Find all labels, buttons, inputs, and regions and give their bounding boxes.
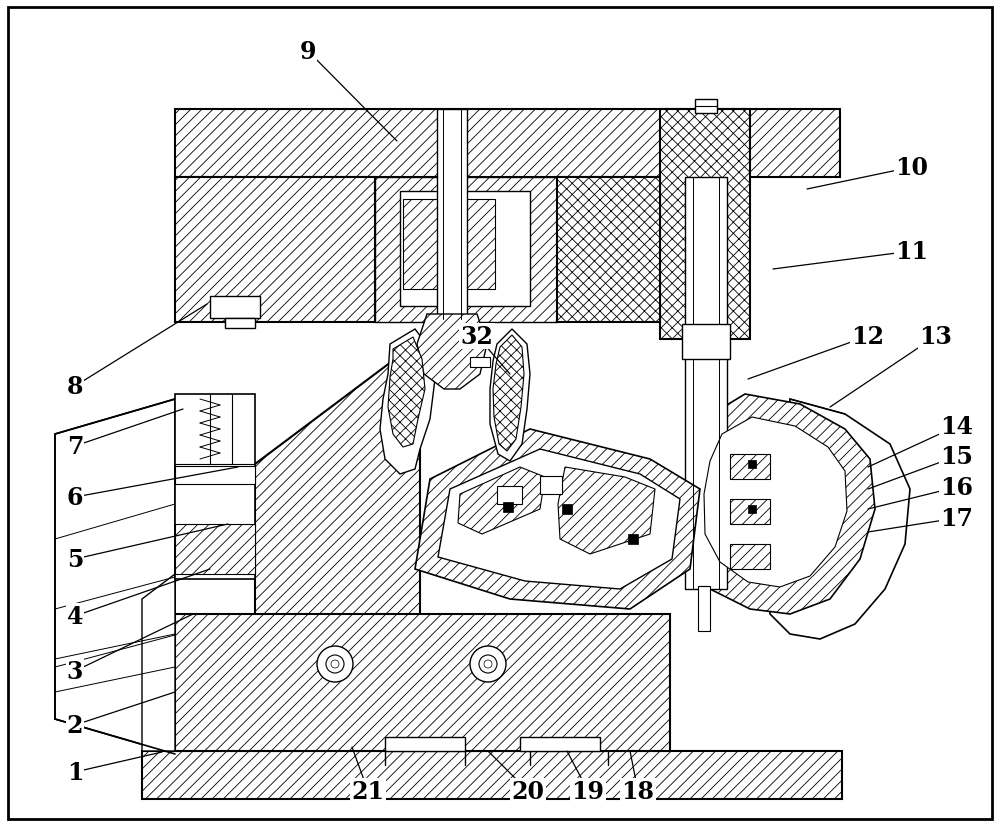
Bar xyxy=(503,502,513,513)
Polygon shape xyxy=(55,574,175,751)
Bar xyxy=(520,737,600,751)
Polygon shape xyxy=(55,399,175,754)
Bar xyxy=(730,544,770,569)
Text: 8: 8 xyxy=(67,375,83,399)
Circle shape xyxy=(479,655,497,673)
Text: 7: 7 xyxy=(67,434,83,458)
Text: 32: 32 xyxy=(461,325,493,348)
Polygon shape xyxy=(458,467,545,534)
Circle shape xyxy=(470,646,506,682)
Bar xyxy=(682,325,730,360)
Bar xyxy=(225,318,255,328)
Bar xyxy=(695,100,717,114)
Bar xyxy=(175,614,670,751)
Polygon shape xyxy=(704,418,847,587)
Text: 4: 4 xyxy=(67,605,83,629)
Polygon shape xyxy=(175,394,255,579)
Bar xyxy=(453,200,495,289)
Bar xyxy=(698,586,710,631)
Polygon shape xyxy=(415,429,700,609)
Bar xyxy=(142,751,842,799)
Text: 3: 3 xyxy=(67,659,83,683)
Polygon shape xyxy=(255,360,420,751)
Text: 2: 2 xyxy=(67,713,83,737)
Text: 21: 21 xyxy=(352,779,385,803)
Text: 1: 1 xyxy=(67,760,83,784)
Bar xyxy=(730,500,770,524)
Bar xyxy=(730,455,770,480)
Bar xyxy=(628,534,638,544)
Polygon shape xyxy=(388,337,425,447)
Text: 11: 11 xyxy=(896,240,928,264)
Polygon shape xyxy=(380,330,435,475)
Text: 20: 20 xyxy=(512,779,544,803)
Bar xyxy=(375,178,557,323)
Text: 12: 12 xyxy=(852,325,885,348)
Polygon shape xyxy=(768,399,910,639)
Bar xyxy=(175,466,255,485)
Circle shape xyxy=(484,660,492,668)
Text: 9: 9 xyxy=(300,40,316,64)
Text: 16: 16 xyxy=(940,476,974,500)
Polygon shape xyxy=(417,314,487,390)
Bar xyxy=(497,486,522,504)
Text: 19: 19 xyxy=(572,779,604,803)
Circle shape xyxy=(326,655,344,673)
Bar xyxy=(437,110,467,319)
Text: 18: 18 xyxy=(622,779,654,803)
Bar xyxy=(210,297,260,318)
Bar xyxy=(470,357,490,367)
Polygon shape xyxy=(490,330,530,461)
Bar xyxy=(557,178,660,323)
Polygon shape xyxy=(438,449,680,590)
Bar xyxy=(540,476,562,495)
Circle shape xyxy=(317,646,353,682)
Bar xyxy=(400,192,530,307)
Bar xyxy=(748,505,756,514)
Text: 6: 6 xyxy=(67,485,83,509)
Text: 15: 15 xyxy=(941,444,973,468)
Bar xyxy=(403,200,445,289)
Bar xyxy=(175,178,375,323)
Bar xyxy=(685,178,727,590)
Bar xyxy=(660,110,750,340)
Text: 10: 10 xyxy=(896,155,928,179)
Text: 5: 5 xyxy=(67,547,83,571)
Bar xyxy=(385,737,465,751)
Bar xyxy=(175,524,255,574)
Text: 13: 13 xyxy=(920,325,952,348)
Polygon shape xyxy=(558,467,655,554)
Text: 14: 14 xyxy=(940,414,974,438)
Polygon shape xyxy=(493,336,524,452)
Circle shape xyxy=(331,660,339,668)
Bar xyxy=(175,110,840,178)
Bar xyxy=(562,504,572,514)
Polygon shape xyxy=(688,394,875,614)
Bar xyxy=(748,461,756,468)
Text: 17: 17 xyxy=(940,506,974,530)
Polygon shape xyxy=(142,574,175,751)
